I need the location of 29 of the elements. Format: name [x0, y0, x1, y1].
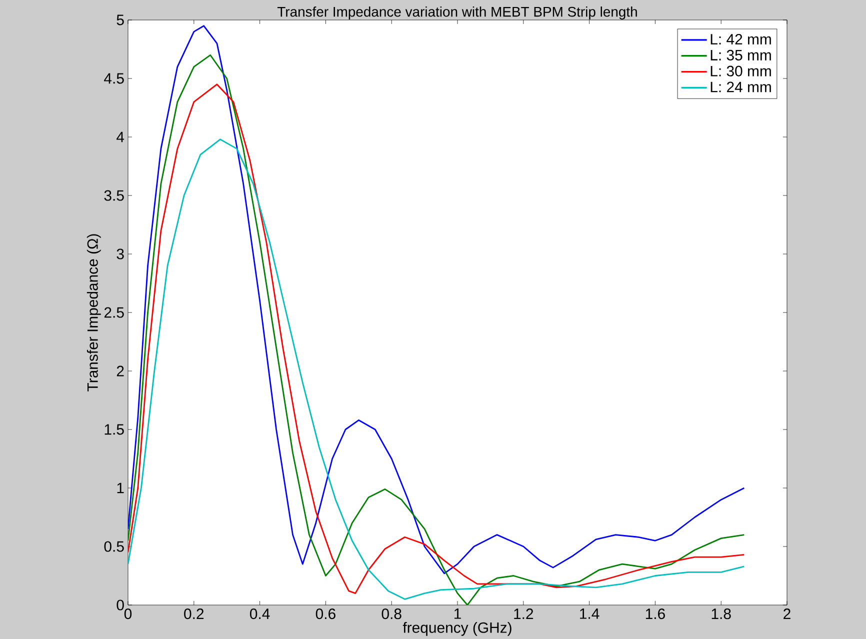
y-tick-label: 3	[116, 248, 124, 260]
x-tick-label: 1	[454, 608, 461, 619]
x-tick-label: 1.6	[646, 608, 665, 620]
x-tick-label: 0.4	[250, 608, 270, 620]
y-tick-label: 2.5	[104, 307, 124, 318]
y-tick-label: 5	[116, 14, 124, 26]
y-tick-label: 4	[116, 132, 124, 142]
x-tick-label: 1.4	[580, 608, 600, 619]
y-tick-label: 2	[116, 366, 124, 376]
legend-label: L: 42 mm	[710, 34, 771, 44]
y-tick-label: 1.5	[104, 424, 124, 435]
y-tick-label: 4.5	[104, 73, 124, 84]
x-tick-label: 2	[784, 608, 790, 619]
chart-title: Transfer Impedance variation with MEBT BPM Strip length	[277, 6, 637, 20]
legend-label: L: 24 mm	[710, 82, 771, 92]
legend-label: L: 30 mm	[710, 66, 771, 76]
y-tick-label: 1	[117, 482, 124, 494]
legend-label: L: 35 mm	[710, 50, 771, 60]
x-tick-label: 0.6	[316, 608, 336, 620]
x-tick-label: 1.2	[514, 608, 534, 619]
x-tick-label: 1.8	[712, 608, 731, 620]
x-axis-title: frequency (GHz)	[402, 622, 512, 636]
x-tick-label: 0.8	[382, 608, 402, 620]
y-tick-label: 3.5	[104, 190, 124, 201]
x-tick-label: 0.2	[184, 608, 204, 620]
x-tick-label: 0	[124, 608, 132, 620]
y-tick-label: 0	[116, 600, 124, 610]
y-axis-title: Transfer Impedance (Ω)	[86, 234, 101, 392]
y-tick-label: 0.5	[104, 541, 124, 552]
